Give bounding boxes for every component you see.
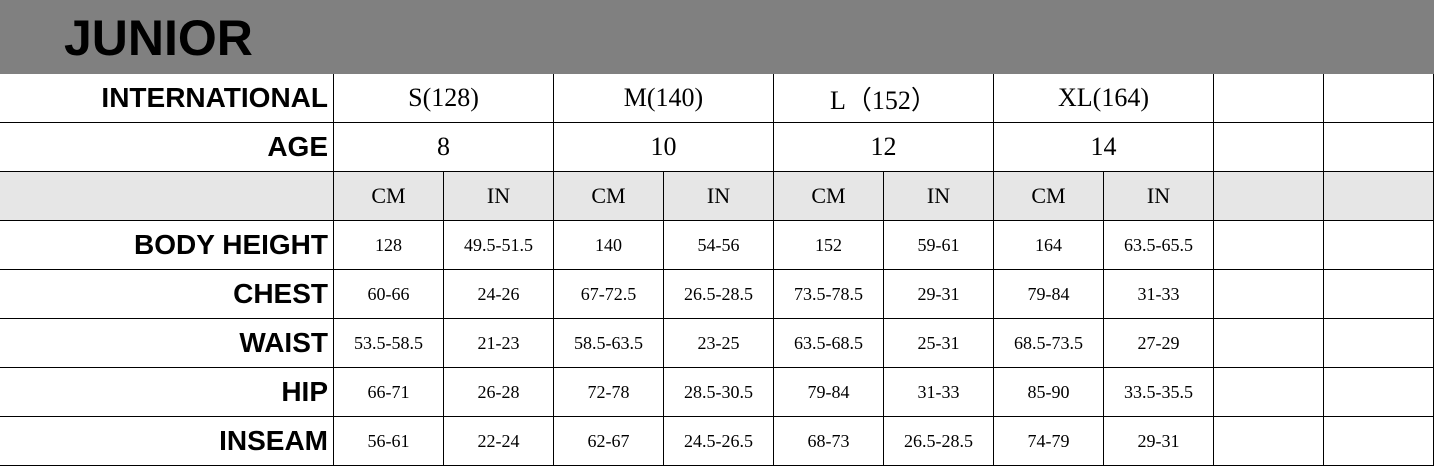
measurement: 24-26 xyxy=(444,270,554,319)
row-label: HIP xyxy=(0,368,334,417)
empty-cell xyxy=(1214,417,1324,466)
measurement: 74-79 xyxy=(994,417,1104,466)
unit-header: IN xyxy=(1104,172,1214,221)
title: JUNIOR xyxy=(64,10,253,66)
empty-cell xyxy=(1214,74,1324,123)
empty-cell xyxy=(1214,368,1324,417)
empty-cell xyxy=(1214,123,1324,172)
measurement: 140 xyxy=(554,221,664,270)
empty-cell xyxy=(1214,221,1324,270)
measurement: 85-90 xyxy=(994,368,1104,417)
measurement: 67-72.5 xyxy=(554,270,664,319)
measurement: 21-23 xyxy=(444,319,554,368)
measurement: 29-31 xyxy=(1104,417,1214,466)
unit-header: CM xyxy=(774,172,884,221)
empty-cell xyxy=(1324,123,1434,172)
measurement: 63.5-68.5 xyxy=(774,319,884,368)
international-value: XL(164) xyxy=(994,74,1214,123)
unit-header: IN xyxy=(664,172,774,221)
measurement: 31-33 xyxy=(1104,270,1214,319)
empty-cell xyxy=(1324,319,1434,368)
measurement: 26-28 xyxy=(444,368,554,417)
row-label: WAIST xyxy=(0,319,334,368)
empty-cell xyxy=(1324,368,1434,417)
measurement: 73.5-78.5 xyxy=(774,270,884,319)
row-label: INSEAM xyxy=(0,417,334,466)
measurement: 66-71 xyxy=(334,368,444,417)
measurement: 26.5-28.5 xyxy=(884,417,994,466)
empty-cell xyxy=(1324,270,1434,319)
measurement: 58.5-63.5 xyxy=(554,319,664,368)
unit-header: CM xyxy=(994,172,1104,221)
measurement: 79-84 xyxy=(994,270,1104,319)
measurement: 49.5-51.5 xyxy=(444,221,554,270)
empty-cell xyxy=(1324,172,1434,221)
measurement: 59-61 xyxy=(884,221,994,270)
measurement: 72-78 xyxy=(554,368,664,417)
empty-cell xyxy=(1324,221,1434,270)
measurement: 25-31 xyxy=(884,319,994,368)
age-value: 12 xyxy=(774,123,994,172)
measurement: 24.5-26.5 xyxy=(664,417,774,466)
measurement: 152 xyxy=(774,221,884,270)
row-label: INTERNATIONAL xyxy=(0,74,334,123)
international-value: S(128) xyxy=(334,74,554,123)
measurement: 62-67 xyxy=(554,417,664,466)
row-label: CHEST xyxy=(0,270,334,319)
header-bar: JUNIOR xyxy=(0,0,1434,74)
empty-cell xyxy=(1214,319,1324,368)
measurement: 27-29 xyxy=(1104,319,1214,368)
measurement: 63.5-65.5 xyxy=(1104,221,1214,270)
measurement: 28.5-30.5 xyxy=(664,368,774,417)
unit-header: IN xyxy=(884,172,994,221)
measurement: 68.5-73.5 xyxy=(994,319,1104,368)
measurement: 29-31 xyxy=(884,270,994,319)
measurement: 164 xyxy=(994,221,1104,270)
measurement: 68-73 xyxy=(774,417,884,466)
unit-header: IN xyxy=(444,172,554,221)
row-label: BODY HEIGHT xyxy=(0,221,334,270)
measurement: 60-66 xyxy=(334,270,444,319)
international-value: L（152） xyxy=(774,74,994,123)
empty-cell xyxy=(1324,74,1434,123)
measurement: 56-61 xyxy=(334,417,444,466)
row-label: AGE xyxy=(0,123,334,172)
empty-cell xyxy=(0,172,334,221)
measurement: 54-56 xyxy=(664,221,774,270)
age-value: 10 xyxy=(554,123,774,172)
measurement: 22-24 xyxy=(444,417,554,466)
international-value: M(140) xyxy=(554,74,774,123)
measurement: 53.5-58.5 xyxy=(334,319,444,368)
measurement: 128 xyxy=(334,221,444,270)
age-value: 14 xyxy=(994,123,1214,172)
measurement: 26.5-28.5 xyxy=(664,270,774,319)
measurement: 33.5-35.5 xyxy=(1104,368,1214,417)
unit-header: CM xyxy=(554,172,664,221)
age-value: 8 xyxy=(334,123,554,172)
empty-cell xyxy=(1214,270,1324,319)
empty-cell xyxy=(1214,172,1324,221)
measurement: 23-25 xyxy=(664,319,774,368)
empty-cell xyxy=(1324,417,1434,466)
unit-header: CM xyxy=(334,172,444,221)
measurement: 79-84 xyxy=(774,368,884,417)
measurement: 31-33 xyxy=(884,368,994,417)
